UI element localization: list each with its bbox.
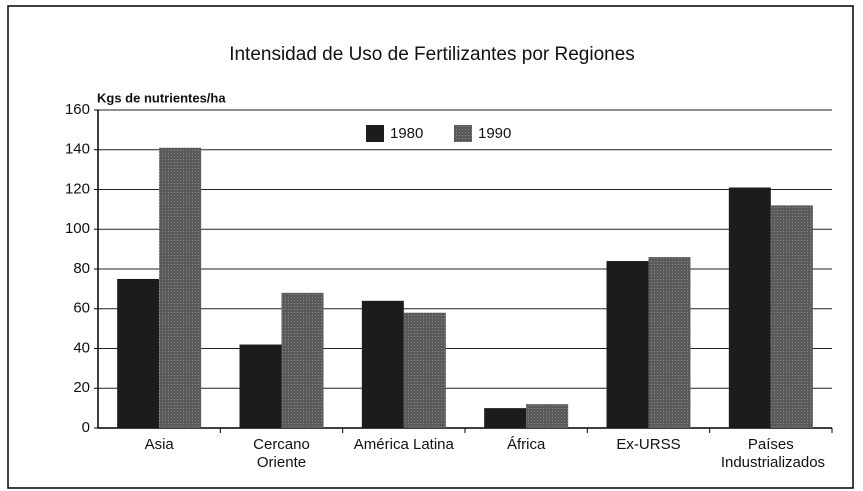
y-tick-label: 0 bbox=[82, 419, 90, 436]
y-tick-label: 40 bbox=[73, 339, 90, 356]
y-tick-label: 100 bbox=[65, 220, 90, 237]
bar bbox=[484, 408, 527, 428]
bar bbox=[526, 404, 569, 428]
y-tick-label: 80 bbox=[73, 260, 90, 277]
x-tick-label: Cercano Oriente bbox=[253, 436, 310, 471]
y-tick-label: 160 bbox=[65, 101, 90, 118]
bar bbox=[648, 257, 691, 428]
bar bbox=[239, 344, 282, 428]
y-tick-label: 60 bbox=[73, 300, 90, 317]
x-tick-label: Asia bbox=[144, 436, 174, 453]
bar bbox=[117, 278, 160, 428]
legend-swatch bbox=[366, 125, 384, 142]
y-tick-label: 120 bbox=[65, 180, 90, 197]
x-tick-label: América Latina bbox=[353, 436, 454, 453]
bar bbox=[770, 205, 813, 428]
y-tick-label: 140 bbox=[65, 141, 90, 158]
legend-swatch bbox=[454, 125, 472, 142]
frame bbox=[7, 5, 854, 489]
legend-label: 1990 bbox=[478, 125, 511, 142]
bar bbox=[728, 187, 771, 428]
bar bbox=[403, 312, 446, 428]
y-axis-label: Kgs de nutrientes/ha bbox=[97, 90, 226, 105]
bar bbox=[361, 300, 404, 428]
bar bbox=[606, 261, 649, 428]
chart-title: Intensidad de Uso de Fertilizantes por R… bbox=[229, 44, 635, 65]
x-tick-label: África bbox=[506, 436, 546, 453]
legend-label: 1980 bbox=[390, 125, 423, 142]
y-tick-label: 20 bbox=[73, 379, 90, 396]
bar bbox=[281, 292, 324, 428]
x-tick-label: Ex-URSS bbox=[616, 436, 681, 453]
x-tick-label: Países Industrializados bbox=[720, 436, 826, 471]
bar bbox=[159, 147, 202, 428]
